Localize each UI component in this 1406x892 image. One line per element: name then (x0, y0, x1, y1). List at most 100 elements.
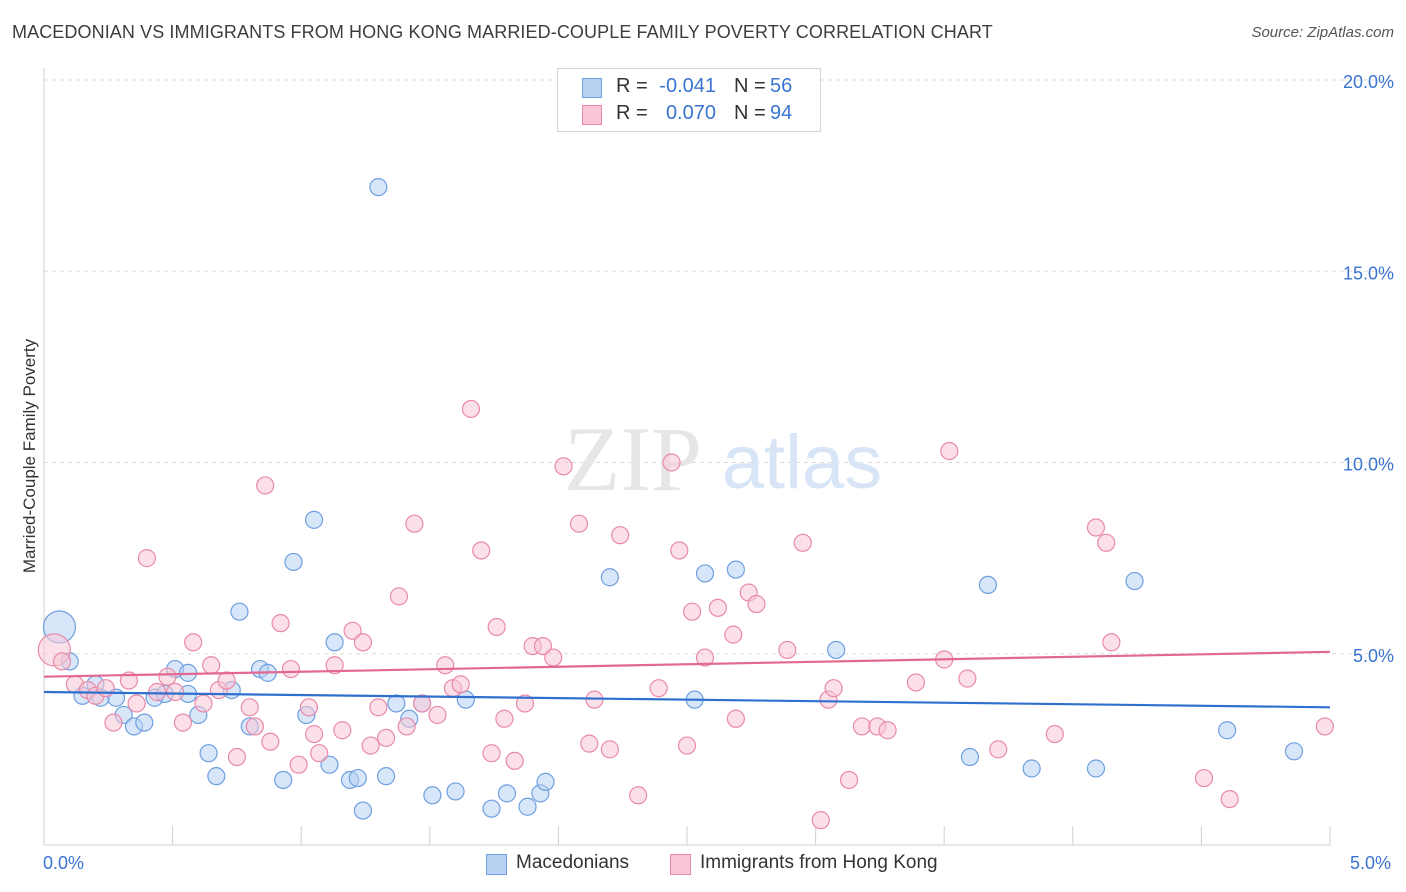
y-axis-label: Married-Couple Family Poverty (20, 338, 39, 574)
data-point (906, 673, 926, 692)
data-point (569, 514, 589, 533)
r-label: R = (616, 102, 648, 124)
data-point (461, 399, 481, 419)
legend-swatch-pink (582, 105, 602, 125)
y-tick-label: 15.0% (1343, 263, 1394, 283)
data-point (793, 533, 812, 552)
data-point (451, 675, 470, 694)
y-tick-label: 5.0% (1353, 646, 1394, 666)
data-point (405, 514, 424, 533)
data-point (353, 801, 373, 820)
y-tick-label: 20.0% (1343, 72, 1394, 92)
data-point (670, 541, 689, 560)
data-point (1102, 633, 1121, 652)
data-point (369, 698, 388, 717)
data-point (376, 728, 396, 748)
data-point (677, 736, 697, 755)
data-point (361, 736, 380, 755)
data-point (600, 740, 619, 759)
data-point (230, 602, 249, 621)
data-point (824, 679, 843, 698)
data-point (369, 178, 388, 197)
data-point (482, 799, 501, 818)
data-point (348, 768, 367, 788)
bottom-legend-swatch-pink (670, 854, 691, 875)
r-value: -0.041 (659, 75, 716, 97)
y-tick-label: 10.0% (1343, 455, 1394, 475)
data-point (544, 648, 563, 667)
data-point (325, 656, 344, 675)
data-point (227, 747, 246, 767)
data-point (148, 682, 167, 702)
data-point (695, 648, 715, 667)
data-point (989, 740, 1008, 759)
watermark-zip: ZIP (564, 408, 702, 510)
trend-lines (43, 650, 1331, 709)
data-point (199, 744, 218, 763)
watermark-atlas: atlas (722, 420, 883, 505)
data-point (119, 671, 138, 690)
data-point (376, 767, 396, 786)
data-point (389, 587, 409, 606)
data-point (580, 734, 599, 753)
data-point (878, 721, 897, 740)
data-point (423, 786, 442, 805)
data-point (1220, 789, 1239, 809)
data-point (726, 560, 745, 579)
bottom-legend-swatch-blue (486, 854, 507, 875)
data-point (353, 633, 373, 652)
data-point (158, 667, 177, 686)
data-point (436, 656, 455, 675)
data-point (497, 784, 517, 803)
data-point (173, 713, 192, 732)
data-point (166, 682, 185, 702)
gridlines (44, 79, 1395, 655)
data-point (495, 709, 514, 728)
x-tick-max: 5.0% (1350, 853, 1392, 873)
data-point (827, 640, 846, 660)
data-point (1045, 724, 1064, 744)
bottom-legend-label: Macedonians (516, 852, 630, 873)
data-point (217, 671, 236, 690)
data-point (325, 633, 344, 652)
r-label: R = (616, 75, 648, 97)
data-point (487, 617, 506, 637)
data-point (960, 747, 980, 767)
data-point (304, 510, 324, 529)
data-point (554, 457, 573, 476)
data-point (747, 594, 766, 614)
data-point (96, 679, 115, 698)
x-tick-min: 0.0% (43, 853, 85, 873)
r-value: 0.070 (665, 102, 716, 124)
data-point (1086, 518, 1106, 537)
data-point (202, 656, 221, 675)
n-value: 94 (770, 102, 793, 124)
chart-title: MACEDONIAN VS IMMIGRANTS FROM HONG KONG … (12, 22, 993, 42)
data-point (1315, 717, 1334, 736)
data-point (412, 694, 432, 713)
data-point (387, 694, 406, 713)
data-point (446, 782, 465, 801)
data-point (310, 744, 329, 763)
data-point (811, 811, 830, 830)
data-point (271, 614, 290, 633)
data-point (482, 744, 501, 763)
data-point (256, 476, 275, 495)
data-point (472, 541, 491, 560)
y-tick-labels: 5.0% 10.0% 15.0% 20.0% (1343, 72, 1394, 666)
data-point (649, 679, 668, 698)
series-hong-kong (37, 399, 1334, 830)
data-point (1125, 571, 1144, 591)
n-label: N = (734, 75, 766, 97)
data-point (428, 705, 447, 725)
data-point (708, 598, 727, 617)
data-point (289, 755, 308, 774)
data-point (343, 621, 362, 640)
data-point (852, 717, 871, 736)
data-point (299, 698, 319, 717)
data-point (629, 786, 648, 805)
data-point (104, 713, 123, 732)
data-point (320, 755, 339, 774)
data-point (1218, 721, 1237, 740)
data-point (1194, 768, 1214, 788)
